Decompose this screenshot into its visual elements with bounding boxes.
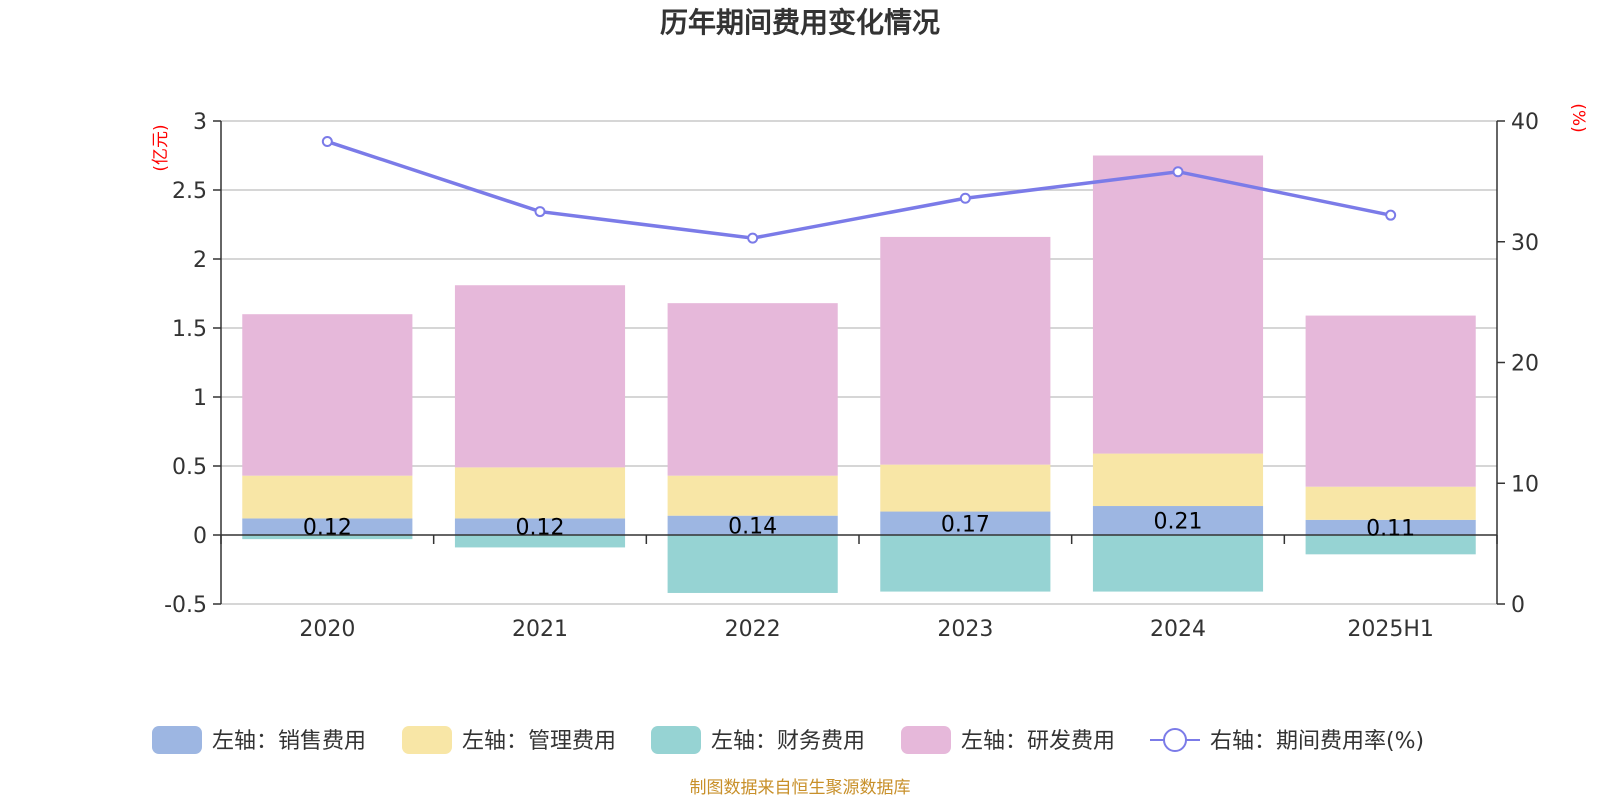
right-axis-tick-label: 20 <box>1511 352 1539 377</box>
bar-segment <box>880 511 1051 535</box>
bar-segment <box>880 535 1051 592</box>
data-label: 0.12 <box>303 516 352 541</box>
bar-segment <box>667 515 838 535</box>
data-label: 0.17 <box>941 512 990 537</box>
legend-swatch <box>651 726 701 754</box>
bar-segment <box>454 467 626 519</box>
data-label: 0.14 <box>728 514 777 539</box>
legend-label: 右轴：期间费用率(%) <box>1210 729 1424 754</box>
left-axis-unit: (亿元) <box>151 124 171 171</box>
right-axis-tick-label: 10 <box>1511 472 1539 497</box>
bar-segment <box>667 303 838 476</box>
bar-segment <box>454 535 626 548</box>
bar-segment <box>242 475 413 519</box>
line-point <box>1385 209 1397 221</box>
bar-segment <box>1305 535 1476 555</box>
line-point <box>1172 166 1184 178</box>
data-labels: 0.12 0.12 0.14 0.17 0.21 0.11 <box>303 510 1415 542</box>
line-series <box>326 139 1392 240</box>
line-point <box>959 192 971 204</box>
legend-swatch <box>402 726 452 754</box>
x-axis-label: 2025H1 <box>1347 617 1434 642</box>
legend-label: 左轴：管理费用 <box>462 729 616 754</box>
x-axis-label: 2020 <box>299 617 355 642</box>
line-point <box>534 206 546 218</box>
x-axis-label: 2024 <box>1150 617 1206 642</box>
legend-swatch <box>152 726 202 754</box>
line-point <box>747 232 759 244</box>
bar-segment <box>242 314 413 476</box>
right-axis-tick-label: 30 <box>1511 231 1539 256</box>
bar-segment <box>454 518 626 535</box>
bar-segment <box>242 518 413 535</box>
left-axis-tick-label: 0.5 <box>172 455 207 480</box>
bar-segment <box>1092 155 1264 454</box>
axes: 3 2.5 2 1.5 1 0.5 0 -0.5 40 30 20 10 0 2020 2021 2022 20… <box>164 110 1539 642</box>
left-axis-tick-label: 2 <box>193 248 207 273</box>
left-axis-tick-label: 1 <box>193 386 207 411</box>
data-label: 0.21 <box>1154 510 1203 535</box>
x-axis-label: 2023 <box>937 617 993 642</box>
right-axis-tick-label: 40 <box>1511 110 1539 135</box>
bar-segment <box>242 535 413 540</box>
bar-segment <box>1305 486 1476 520</box>
legend-label: 左轴：销售费用 <box>212 729 366 754</box>
bar-segment <box>454 285 626 468</box>
legend: 左轴：销售费用 左轴：管理费用 左轴：财务费用 左轴：研发费用 右轴：期间费用率(%) <box>152 726 1424 754</box>
bar-segment <box>880 236 1051 465</box>
bars <box>242 155 1476 593</box>
left-axis-tick-label: 2.5 <box>172 179 207 204</box>
bar-segment <box>880 464 1051 512</box>
source-note: 制图数据来自恒生聚源数据库 <box>690 778 911 798</box>
bar-segment <box>667 475 838 516</box>
right-axis-unit: (%) <box>1568 103 1588 132</box>
bar-segment <box>1092 453 1264 507</box>
left-axis-tick-label: 0 <box>193 524 207 549</box>
legend-swatch-marker <box>1163 728 1187 752</box>
data-label: 0.11 <box>1366 516 1415 541</box>
x-axis-label: 2022 <box>725 617 781 642</box>
left-axis-tick-label: 3 <box>193 110 207 135</box>
bar-segment <box>1305 315 1476 487</box>
rate-line <box>321 136 1397 244</box>
bar-segment <box>1305 519 1476 535</box>
left-axis-tick-label: 1.5 <box>172 317 207 342</box>
chart-title: 历年期间费用变化情况 <box>660 6 940 39</box>
bar-segment <box>1092 506 1264 535</box>
bar-segment <box>1092 535 1264 592</box>
data-label: 0.12 <box>516 516 565 541</box>
grid <box>221 120 1497 605</box>
left-axis-tick-label: -0.5 <box>164 593 207 618</box>
legend-swatch <box>901 726 951 754</box>
bar-segment <box>667 535 838 593</box>
right-axis-tick-label: 0 <box>1511 593 1525 618</box>
x-axis-label: 2021 <box>512 617 568 642</box>
legend-label: 左轴：财务费用 <box>711 729 865 754</box>
legend-label: 左轴：研发费用 <box>961 729 1115 754</box>
line-point <box>321 136 333 148</box>
